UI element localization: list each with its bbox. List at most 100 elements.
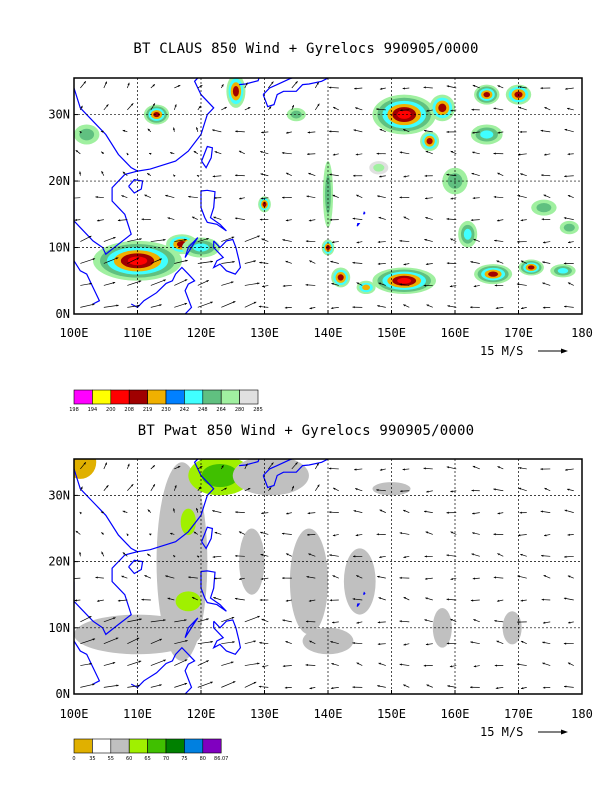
wind-vector-head (309, 640, 312, 643)
wind-vector-head (238, 531, 242, 534)
wind-vector-head (305, 240, 309, 243)
wind-vector-head (212, 555, 216, 559)
wind-vector-head (328, 130, 332, 133)
colorbar-swatch (73, 389, 93, 405)
wind-vector-head (567, 107, 570, 110)
wind-vector-head (424, 619, 427, 622)
x-tick-label: 120E (187, 326, 216, 340)
wind-vector-head (260, 553, 263, 556)
wind-vector-head (472, 532, 475, 535)
wind-vector-head (564, 128, 568, 131)
wind-vector-head (403, 643, 406, 646)
coastline (212, 238, 242, 275)
wind-vector-head (259, 218, 263, 221)
wind-vector-head (330, 260, 333, 263)
wind-vector-head (138, 280, 142, 283)
wind-vector-head (257, 282, 260, 285)
wind-vector-head (399, 151, 403, 154)
coastline (74, 468, 140, 636)
x-tick-label: 140E (314, 707, 343, 721)
panel2-field-blob (74, 459, 97, 479)
wind-vector-head (331, 663, 334, 666)
wind-vector-head (232, 301, 236, 304)
colorbar-label: 280 (235, 407, 245, 413)
wind-vector-head (291, 105, 294, 108)
wind-vector-head (331, 282, 334, 285)
panel2-field-blob (289, 528, 329, 635)
reference-vector-label: 15 M/S (480, 725, 523, 739)
wind-vector-head (159, 258, 162, 261)
panel1-field-blob (153, 111, 160, 118)
wind-vector-head (330, 640, 333, 644)
wind-vector-head (399, 239, 402, 243)
reference-vector-head (561, 348, 568, 354)
y-tick-label: 10N (48, 241, 70, 255)
y-tick-label: 10N (48, 621, 70, 635)
wind-vector-head (331, 621, 335, 624)
wind-vector-head (379, 555, 382, 559)
wind-vector-head (260, 173, 263, 176)
wind-vector-head (306, 575, 309, 579)
wind-vector-head (101, 151, 104, 154)
wind-vector-head (330, 686, 334, 690)
wind-vector-head (212, 175, 216, 178)
wind-vector-head (96, 599, 100, 602)
wind-vector-head (121, 195, 124, 198)
colorbar-swatch (220, 389, 240, 405)
wind-vector-head (100, 130, 104, 133)
wind-vector (127, 660, 142, 666)
wind-vector-head (70, 197, 72, 199)
wind-vector-head (307, 533, 310, 536)
wind-vector-head (221, 84, 224, 87)
wind-vector-head (130, 484, 134, 487)
wind-vector-head (329, 218, 333, 221)
wind-vector-head (305, 620, 309, 623)
panel2-field-blob (302, 627, 354, 655)
x-tick-label: 180 (571, 326, 593, 340)
wind-vector-head (260, 151, 263, 154)
y-tick-label: 0N (56, 687, 70, 701)
wind-vector-head (282, 577, 285, 580)
wind-vector-head (307, 512, 311, 515)
wind-vector-head (356, 241, 359, 244)
wind-vector-head (261, 285, 265, 288)
wind-vector-head (232, 260, 235, 263)
wind-vector-head (239, 197, 242, 200)
reference-vector-label: 15 M/S (480, 344, 523, 358)
wind-vector-head (425, 531, 429, 534)
panel2-reference-vector: 15 M/S (480, 725, 568, 739)
wind-vector-head (253, 301, 257, 304)
coastline (128, 179, 144, 194)
wind-vector-head (447, 685, 450, 688)
wind-vector-head (206, 660, 209, 663)
wind-vector-head (282, 196, 285, 199)
colorbar-swatch (165, 738, 185, 754)
coastline (212, 619, 242, 656)
wind-vector-head (149, 533, 152, 536)
wind-vector-head (450, 531, 454, 534)
wind-vector-head (493, 152, 496, 155)
wind-vector (197, 641, 213, 645)
wind-vector-head (163, 619, 166, 622)
colorbar-label: 0 (72, 756, 75, 762)
panel2-axis-ticks: 100E 110E 120E 130E 140E 150E 160E 170E 180 0N 10N… (48, 488, 593, 721)
wind-vector-head (113, 617, 116, 620)
wind-vector-head (379, 175, 382, 178)
wind-vector-head (356, 575, 359, 578)
wind-vector (80, 638, 96, 645)
wind-vector-head (494, 664, 498, 667)
wind-vector-head (210, 260, 213, 263)
wind-vector-head (284, 306, 288, 309)
wind-vector-head (260, 577, 264, 580)
wind-vector-head (352, 306, 355, 309)
colorbar-swatch (110, 738, 130, 754)
wind-vector-head (184, 619, 187, 622)
wind-vector (74, 577, 81, 579)
wind-vector-head (352, 555, 356, 558)
wind-vector-head (282, 239, 285, 242)
wind-vector-head (425, 263, 429, 266)
wind-vector-head (449, 665, 453, 668)
wind-vector-head (309, 260, 312, 263)
wind-vector-head (399, 532, 403, 535)
wind-vector (174, 279, 188, 286)
